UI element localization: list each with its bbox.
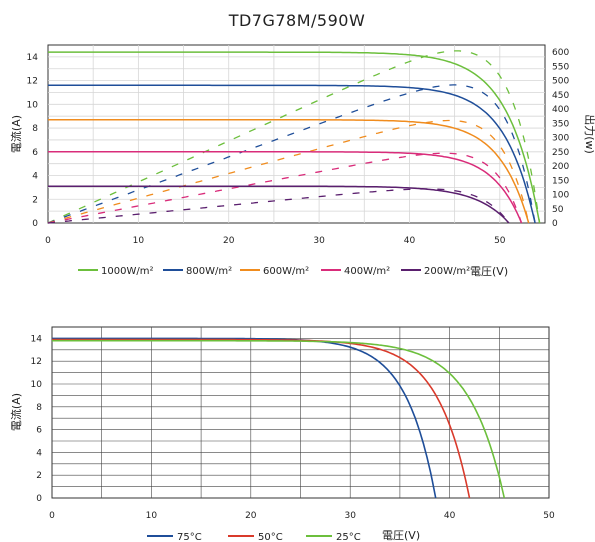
- y2-tick-label: 300: [552, 134, 569, 144]
- x-tick-label: 0: [45, 236, 51, 246]
- power-curve-series: [47, 152, 523, 224]
- x-tick-label: 10: [133, 236, 145, 246]
- y2-tick-label: 50: [552, 205, 564, 215]
- x-tick-label: 0: [49, 511, 55, 521]
- temperature-chart: 0 10 20 30 40 50 0 2 4 6 8 10 12 14 電流(A) 75°C 50°C 25°…: [9, 326, 555, 542]
- legend-label: 600W/m²: [263, 266, 309, 277]
- curves: [47, 50, 541, 224]
- y-tick-label: 12: [27, 77, 38, 87]
- tick-labels: 0 10 20 30 40 50 0 2 4 6 8 10 12 14: [31, 334, 555, 521]
- y-tick-label: 4: [32, 172, 38, 182]
- y-tick-label: 14: [27, 53, 39, 63]
- y2-tick-label: 400: [552, 105, 569, 115]
- y2-tick-label: 150: [552, 176, 569, 186]
- irradiance-chart: 0 10 20 30 40 5002468101214050100150200250300…: [9, 44, 595, 278]
- iv-curve-series: [48, 51, 541, 224]
- power-curve-series: [47, 84, 536, 224]
- y2-tick-label: 450: [552, 91, 569, 101]
- x-tick-label: 50: [494, 236, 506, 246]
- y2-tick-label: 200: [552, 162, 569, 172]
- y-tick-label: 10: [31, 380, 43, 390]
- x-axis-label: 電圧(V): [470, 265, 508, 278]
- iv-curve-series: [52, 339, 506, 499]
- legend-label: 200W/m²: [424, 266, 470, 277]
- y2-tick-label: 500: [552, 77, 569, 87]
- curves: [52, 337, 506, 499]
- y-tick-label: 8: [36, 403, 42, 413]
- iv-curve-series: [52, 337, 437, 499]
- x-tick-label: 30: [344, 511, 356, 521]
- y-tick-label: 0: [36, 494, 42, 504]
- legend-label: 25°C: [336, 532, 361, 542]
- y-tick-label: 6: [32, 148, 38, 158]
- y2-tick-label: 250: [552, 148, 569, 158]
- iv-curve-series: [48, 84, 536, 224]
- x-tick-label: 50: [543, 511, 555, 521]
- legend: 75°C 50°C 25°C: [147, 532, 361, 542]
- y-tick-label: 12: [31, 357, 42, 367]
- y-tick-label: 14: [31, 334, 43, 344]
- iv-curve-series: [48, 185, 510, 224]
- y-tick-label: 0: [32, 219, 38, 229]
- y-tick-label: 6: [36, 426, 42, 436]
- y2-tick-label: 100: [552, 191, 569, 201]
- grid: [48, 45, 545, 223]
- x-tick-label: 10: [146, 511, 158, 521]
- x-tick-label: 30: [313, 236, 325, 246]
- y2-tick-label: 0: [552, 219, 558, 229]
- y-tick-label: 10: [27, 100, 39, 110]
- y-tick-label: 4: [36, 448, 42, 458]
- iv-curve-series: [48, 151, 523, 224]
- y2-tick-label: 600: [552, 48, 569, 58]
- legend-label: 400W/m²: [344, 266, 390, 277]
- legend-label: 50°C: [258, 532, 283, 542]
- grid: [52, 327, 549, 498]
- chart-title: TD7G78M/590W: [228, 11, 366, 30]
- x-tick-label: 40: [404, 236, 416, 246]
- x-axis-label: 電圧(V): [382, 529, 420, 542]
- y2-axis-label: 出力(w): [583, 114, 595, 154]
- iv-curve-series: [48, 119, 530, 224]
- x-tick-label: 40: [444, 511, 456, 521]
- y-axis-label: 電流(A): [9, 115, 23, 153]
- y-tick-label: 2: [36, 471, 42, 481]
- legend-label: 1000W/m²: [101, 266, 153, 277]
- x-tick-label: 20: [223, 236, 235, 246]
- power-curve-series: [47, 119, 530, 224]
- y-tick-label: 2: [32, 195, 38, 205]
- y-tick-label: 8: [32, 124, 38, 134]
- x-tick-label: 20: [245, 511, 257, 521]
- y-axis-label: 電流(A): [9, 393, 23, 431]
- tick-labels: 0 10 20 30 40 5002468101214050100150200250300…: [27, 48, 570, 246]
- iv-curve-series: [52, 338, 471, 499]
- legend-label: 800W/m²: [186, 266, 232, 277]
- y2-tick-label: 550: [552, 62, 569, 72]
- y2-tick-label: 350: [552, 119, 569, 129]
- legend-label: 75°C: [177, 532, 202, 542]
- legend: 1000W/m² 800W/m² 600W/m² 400W/m² 200W/m²: [78, 266, 470, 277]
